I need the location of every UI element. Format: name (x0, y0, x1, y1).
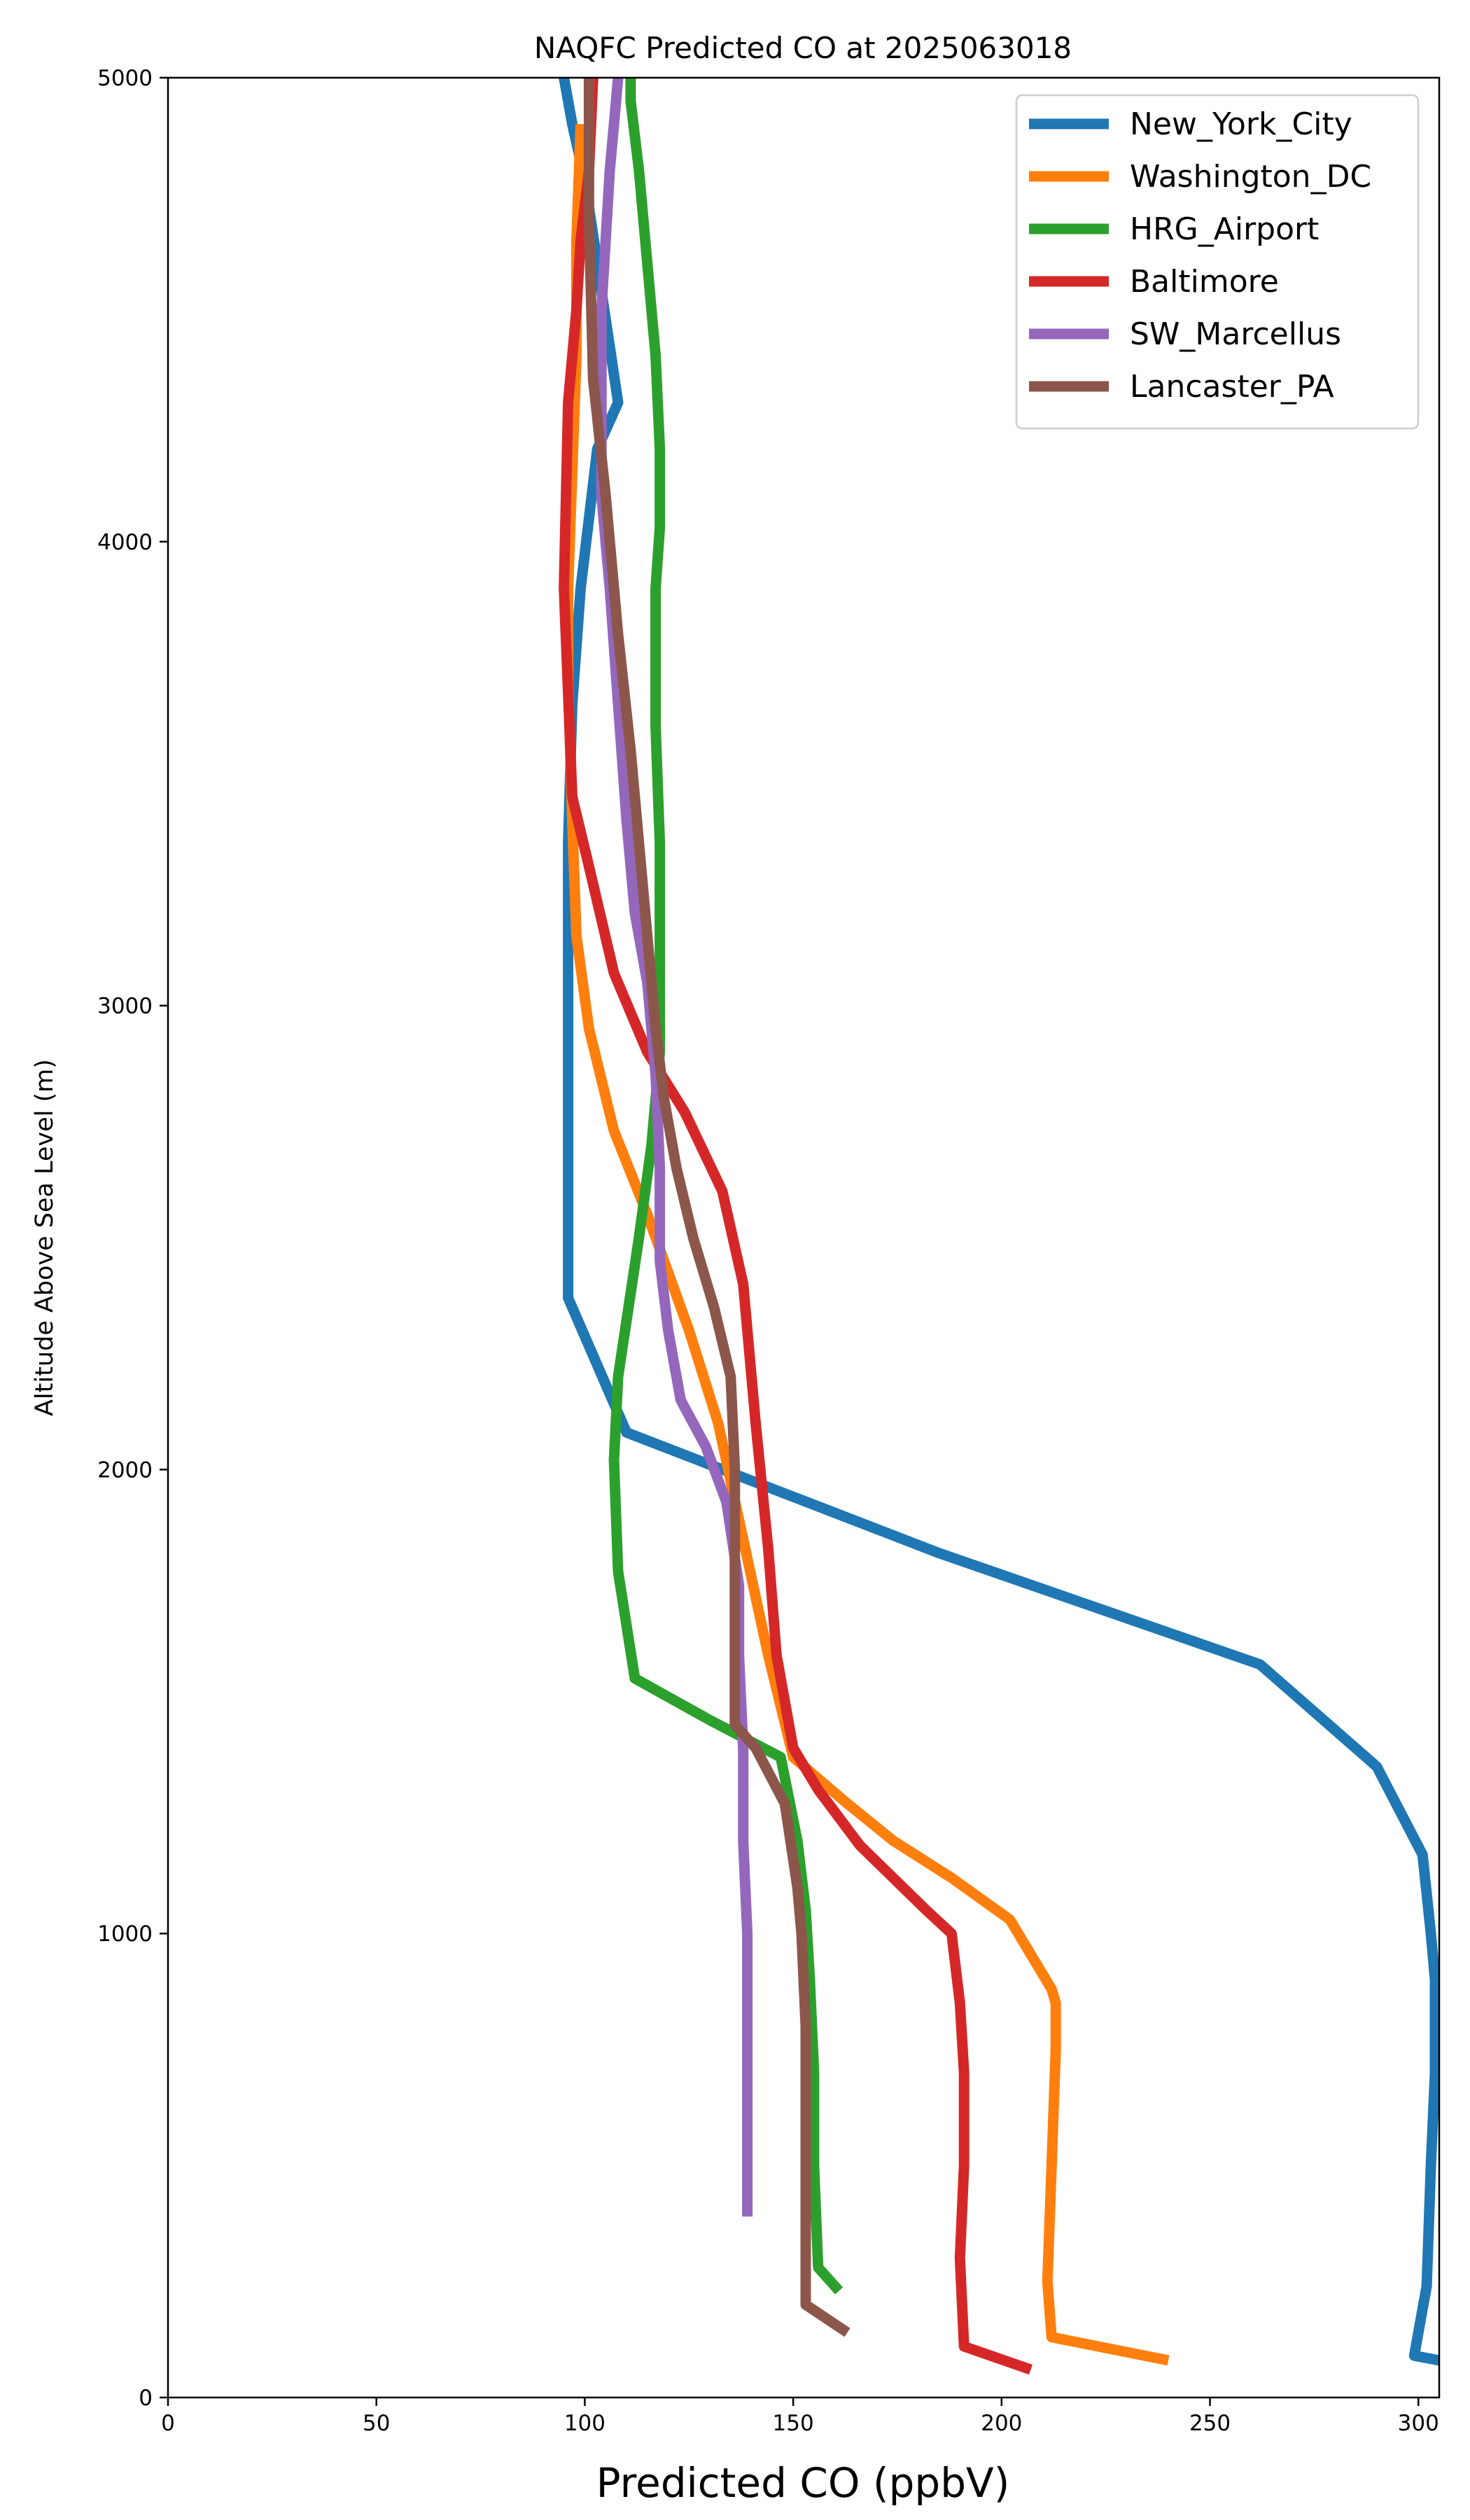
y-axis-label: Altitude Above Sea Level (m) (31, 1059, 59, 1416)
legend-label: New_York_City (1130, 106, 1352, 142)
legend-label: HRG_Airport (1130, 211, 1319, 247)
x-tick-label: 0 (161, 2411, 175, 2436)
x-tick-label: 250 (1189, 2411, 1231, 2436)
legend: New_York_City Washington_DC HRG_Airport Bal… (1015, 94, 1420, 430)
legend-label: SW_Marcellus (1130, 316, 1341, 352)
legend-box (1015, 94, 1420, 430)
x-tick-label: 150 (773, 2411, 814, 2436)
series-line-sw-marcellus (596, 78, 753, 2217)
legend-label: Washington_DC (1130, 159, 1371, 195)
y-tick-label: 1000 (97, 1921, 153, 1947)
x-tick-label: 300 (1398, 2411, 1439, 2436)
legend-label: Baltimore (1130, 264, 1279, 300)
y-tick-label: 0 (139, 2386, 153, 2411)
series-line-lancaster-pa (583, 78, 850, 2337)
y-tick-label: 4000 (97, 530, 153, 555)
y-tick-label: 5000 (97, 66, 153, 91)
x-tick-label: 200 (981, 2411, 1022, 2436)
x-tick-label: 50 (363, 2411, 390, 2436)
series-line-hrg-airport (608, 78, 844, 2295)
series-layer (559, 78, 1439, 2375)
x-axis: 0 50 100 150 200 250 300 (161, 2398, 1439, 2436)
y-tick-label: 3000 (97, 994, 153, 1019)
y-tick-label: 2000 (97, 1457, 153, 1483)
series-line-new-york-city (559, 78, 1439, 2366)
plot-frame (167, 76, 1441, 2399)
y-axis: 0 1000 2000 3000 4000 5000 (97, 66, 168, 2411)
x-tick-label: 100 (564, 2411, 606, 2436)
x-axis-label: Predicted CO (ppbV) (596, 2459, 1010, 2507)
legend-label: Lancaster_PA (1130, 369, 1334, 405)
series-line-baltimore (559, 78, 1032, 2375)
chart-title: NAQFC Predicted CO at 2025063018 (534, 31, 1072, 65)
